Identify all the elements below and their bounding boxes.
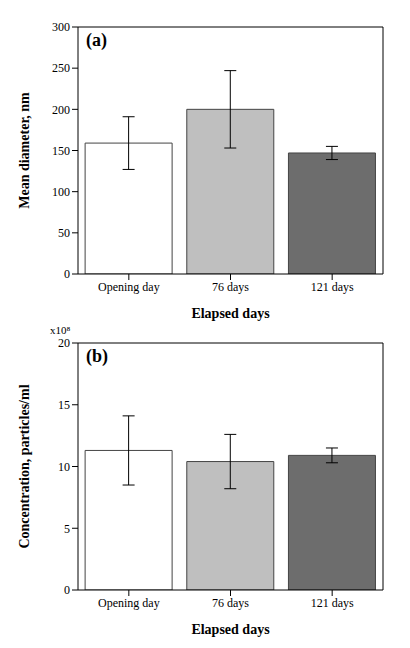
svg-text:121 days: 121 days [311,280,354,294]
svg-text:50: 50 [58,226,70,240]
svg-text:20: 20 [58,336,70,350]
html-text:(b): (b) [86,346,108,366]
svg-text:15: 15 [58,398,70,412]
svg-text:Opening day: Opening day [98,596,160,610]
svg-text:121 days: 121 days [311,596,354,610]
svg-text:Mean diameter, nm: Mean diameter, nm [17,92,32,209]
svg-text:Concentration, particles/ml: Concentration, particles/ml [17,384,32,548]
svg-text:150: 150 [52,144,70,158]
svg-text:200: 200 [52,103,70,117]
svg-text:250: 250 [52,61,70,75]
svg-text:300: 300 [52,20,70,34]
html-text:x10⁸: x10⁸ [50,324,71,336]
svg-text:Elapsed days: Elapsed days [191,306,270,321]
svg-text:0: 0 [64,583,70,597]
svg-text:Opening day: Opening day [98,280,160,294]
svg-text:100: 100 [52,185,70,199]
svg-text:76 days: 76 days [212,280,249,294]
html-text:(a): (a) [86,30,107,50]
svg-text:76 days: 76 days [212,596,249,610]
svg-text:Elapsed days: Elapsed days [191,622,270,637]
svg-text:10: 10 [58,460,70,474]
svg-text:0: 0 [64,267,70,281]
svg-text:5: 5 [64,522,70,536]
